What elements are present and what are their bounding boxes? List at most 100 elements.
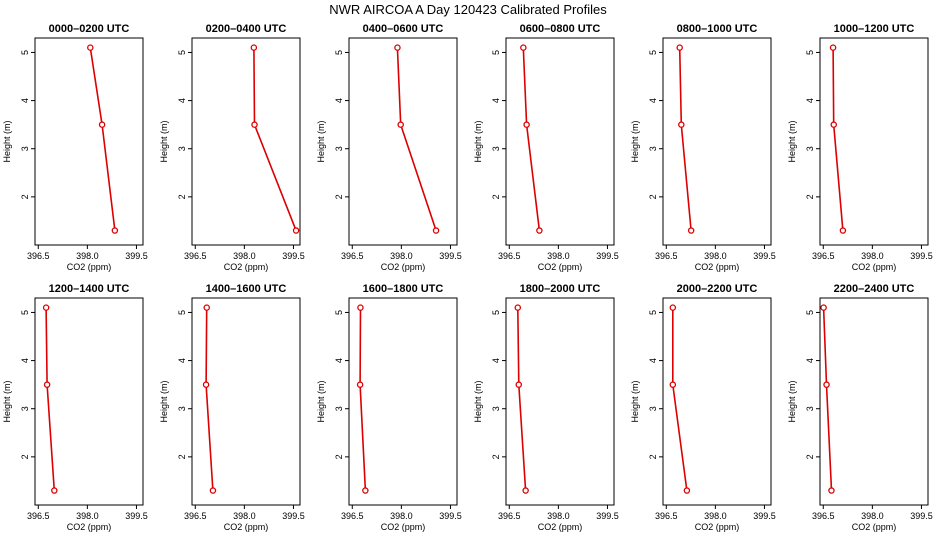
x-tick-label: 399.5 (125, 511, 148, 521)
y-tick-label: 2 (20, 454, 30, 459)
x-axis-label: CO2 (ppm) (381, 262, 426, 272)
x-tick-label: 396.5 (27, 251, 50, 261)
data-point (362, 487, 369, 494)
data-point (43, 381, 51, 388)
panel-title: 1200–1400 UTC (49, 283, 130, 295)
y-tick-label: 4 (648, 358, 658, 363)
plot-frame (505, 37, 615, 246)
y-tick-label: 2 (334, 194, 344, 199)
panel-title: 0000–0200 UTC (49, 23, 130, 35)
y-axis-label: Height (m) (159, 120, 169, 162)
data-point (520, 44, 527, 51)
x-tick-label: 398.0 (233, 251, 256, 261)
y-tick-label: 3 (491, 406, 501, 411)
y-tick-label: 5 (334, 50, 344, 55)
x-tick-label: 399.5 (282, 251, 305, 261)
y-axis-label: Height (m) (159, 380, 169, 422)
series-line (822, 307, 833, 491)
plot-frame (662, 297, 772, 506)
y-tick-label: 3 (334, 406, 344, 411)
x-tick-label: 399.5 (910, 251, 933, 261)
series-line (253, 47, 297, 231)
y-tick-label: 3 (177, 146, 187, 151)
y-tick-label: 4 (177, 358, 187, 363)
panel-10: 1800–2000 UTC 396.5 398.0 399.5 CO2 (ppm) 2 3 4… (473, 283, 619, 532)
y-tick-label: 4 (805, 98, 815, 103)
data-point (522, 487, 529, 494)
x-tick-label: 398.0 (861, 251, 884, 261)
y-tick-label: 2 (648, 194, 658, 199)
x-axis-label: CO2 (ppm) (538, 262, 583, 272)
series-line (205, 307, 214, 491)
panel-9: 1600–1800 UTC 396.5 398.0 399.5 CO2 (ppm) 2 3 4… (316, 283, 462, 532)
y-tick-label: 5 (177, 310, 187, 315)
y-tick-label: 5 (334, 310, 344, 315)
y-tick-label: 2 (20, 194, 30, 199)
data-point (669, 304, 677, 311)
data-point (209, 487, 217, 494)
panel-title: 0800–1000 UTC (677, 23, 758, 35)
x-axis: 396.5 398.0 399.5 (341, 245, 462, 261)
x-axis: 396.5 398.0 399.5 (27, 505, 148, 521)
x-axis: 396.5 398.0 399.5 (812, 245, 933, 261)
data-point (536, 227, 543, 234)
data-point (98, 121, 106, 128)
x-tick-label: 396.5 (498, 251, 521, 261)
data-point (202, 381, 210, 388)
x-tick-label: 398.0 (547, 251, 570, 261)
x-tick-label: 399.5 (439, 251, 462, 261)
series-line (832, 47, 844, 231)
y-tick-label: 4 (20, 358, 30, 363)
series-line (671, 307, 688, 491)
x-tick-label: 398.0 (704, 511, 727, 521)
x-tick-label: 396.5 (341, 511, 364, 521)
panel-title: 0600–0800 UTC (520, 23, 601, 35)
x-tick-label: 399.5 (125, 251, 148, 261)
plot-frame (348, 297, 458, 506)
y-tick-label: 5 (491, 310, 501, 315)
panel-title: 1800–2000 UTC (520, 283, 601, 295)
y-tick-label: 3 (648, 406, 658, 411)
x-axis-label: CO2 (ppm) (224, 262, 269, 272)
x-tick-label: 396.5 (184, 511, 207, 521)
y-axis: 2 3 4 5 (20, 310, 35, 459)
panel-7: 1200–1400 UTC 396.5 398.0 399.5 CO2 (ppm) 2 3 4… (2, 283, 148, 532)
x-axis-label: CO2 (ppm) (852, 522, 897, 532)
x-axis: 396.5 398.0 399.5 (655, 505, 776, 521)
plot-frame (34, 37, 144, 246)
plot-frame (819, 37, 929, 246)
data-point (51, 487, 58, 494)
x-tick-label: 396.5 (184, 251, 207, 261)
data-point (357, 304, 364, 311)
panel-title: 0400–0600 UTC (363, 23, 444, 35)
data-point (676, 44, 683, 51)
x-tick-label: 398.0 (390, 511, 413, 521)
data-point (432, 227, 440, 234)
plot-frame (505, 297, 615, 506)
y-tick-label: 4 (334, 358, 344, 363)
data-point (87, 44, 94, 51)
panel-title: 2000–2200 UTC (677, 283, 758, 295)
panel-1: 0000–0200 UTC 396.5 398.0 399.5 CO2 (ppm) 2 3 4… (2, 23, 148, 272)
y-axis-label: Height (m) (473, 120, 483, 162)
y-tick-label: 2 (491, 194, 501, 199)
series-line (89, 47, 116, 231)
data-point (397, 121, 404, 128)
data-point (394, 44, 401, 51)
x-axis: 396.5 398.0 399.5 (27, 245, 148, 261)
data-point (830, 121, 837, 128)
x-tick-label: 399.5 (910, 511, 933, 521)
panel-6: 1000–1200 UTC 396.5 398.0 399.5 CO2 (ppm) 2 3 4… (787, 23, 933, 272)
x-tick-label: 399.5 (596, 251, 619, 261)
series-line (359, 307, 367, 491)
y-axis: 2 3 4 5 (334, 310, 349, 459)
y-axis-label: Height (m) (2, 380, 12, 422)
panels-grid: 0000–0200 UTC 396.5 398.0 399.5 CO2 (ppm) 2 3 4… (2, 23, 933, 532)
y-tick-label: 2 (177, 194, 187, 199)
data-point (292, 227, 300, 234)
y-tick-label: 5 (805, 310, 815, 315)
series-line (522, 47, 541, 231)
y-tick-label: 2 (648, 454, 658, 459)
x-axis: 396.5 398.0 399.5 (812, 505, 933, 521)
y-tick-label: 5 (20, 50, 30, 55)
